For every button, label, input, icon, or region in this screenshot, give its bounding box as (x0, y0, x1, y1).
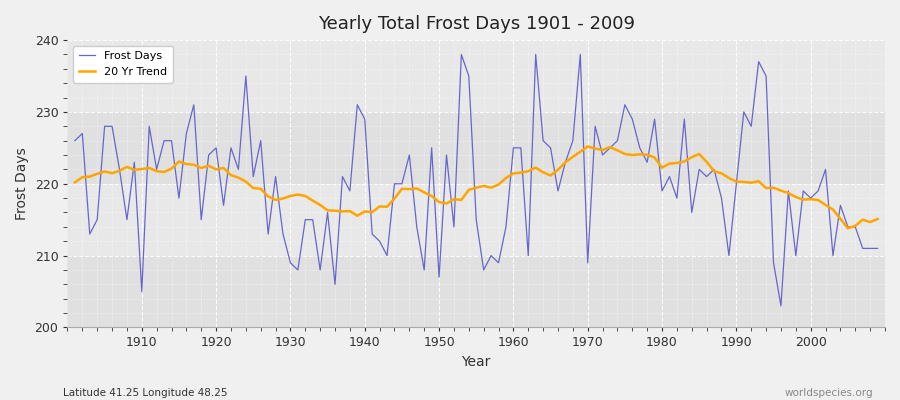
20 Yr Trend (582, 144, 593, 149)
20 Yr Trend (292, 192, 303, 197)
Frost Days (776, 304, 787, 308)
Text: worldspecies.org: worldspecies.org (785, 388, 873, 398)
Legend: Frost Days, 20 Yr Trend: Frost Days, 20 Yr Trend (73, 46, 173, 82)
Frost Days (872, 246, 883, 251)
Bar (68, 40, 885, 112)
Frost Days (129, 160, 140, 165)
Frost Days (292, 268, 303, 272)
Bar (68, 184, 885, 256)
Frost Days (69, 138, 80, 143)
Line: 20 Yr Trend: 20 Yr Trend (75, 146, 878, 228)
20 Yr Trend (129, 167, 140, 172)
Y-axis label: Frost Days: Frost Days (15, 147, 29, 220)
Text: Latitude 41.25 Longitude 48.25: Latitude 41.25 Longitude 48.25 (63, 388, 228, 398)
Frost Days (516, 146, 526, 150)
Frost Days (337, 174, 347, 179)
Title: Yearly Total Frost Days 1901 - 2009: Yearly Total Frost Days 1901 - 2009 (318, 15, 634, 33)
20 Yr Trend (842, 226, 853, 231)
20 Yr Trend (500, 176, 511, 180)
20 Yr Trend (69, 180, 80, 185)
Bar (68, 256, 885, 328)
20 Yr Trend (337, 209, 347, 214)
Frost Days (605, 146, 616, 150)
X-axis label: Year: Year (462, 355, 490, 369)
Frost Days (456, 52, 467, 57)
20 Yr Trend (508, 171, 518, 176)
Frost Days (508, 146, 518, 150)
Line: Frost Days: Frost Days (75, 54, 878, 306)
20 Yr Trend (605, 145, 616, 150)
20 Yr Trend (872, 217, 883, 222)
Bar (68, 112, 885, 184)
